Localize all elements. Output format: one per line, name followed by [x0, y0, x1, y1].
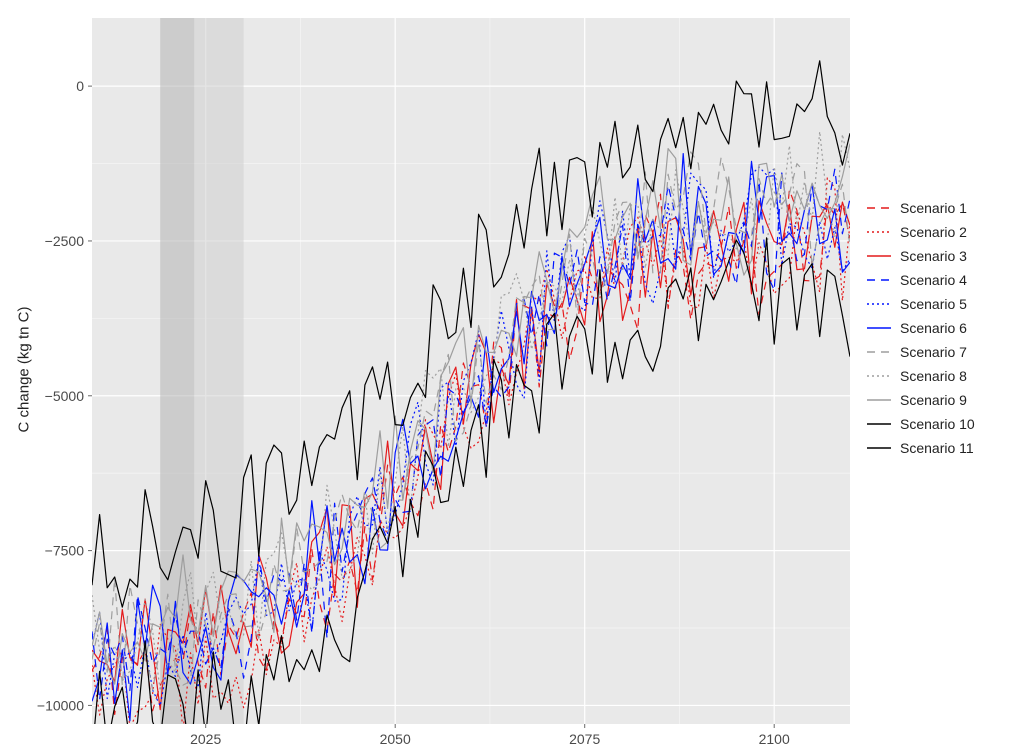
legend-label: Scenario 7: [900, 344, 967, 360]
legend-item: Scenario 6: [866, 320, 975, 336]
legend-item: Scenario 3: [866, 248, 975, 264]
legend-swatch: [866, 201, 892, 215]
y-tick-label: ​−2500: [45, 233, 85, 249]
legend-label: Scenario 5: [900, 296, 967, 312]
x-tick-label: 2100: [759, 731, 790, 747]
y-axis-label-text: C change (kg tn C): [16, 307, 33, 433]
legend-item: Scenario 1: [866, 200, 975, 216]
y-tick-label: ​−7500: [45, 543, 85, 559]
legend-item: Scenario 11: [866, 440, 975, 456]
legend-label: Scenario 1: [900, 200, 967, 216]
legend-label: Scenario 9: [900, 392, 967, 408]
chart-container: ​−10000 ​−7500 ​−5000 ​−2500 0 2025 2050 2075 21…: [0, 0, 1024, 748]
x-tick-label: 2075: [569, 731, 600, 747]
legend: Scenario 1 Scenario 2 Scenario 3 Scenario 4…: [866, 200, 975, 456]
legend-swatch: [866, 417, 892, 431]
legend-label: Scenario 6: [900, 320, 967, 336]
legend-swatch: [866, 369, 892, 383]
legend-label: Scenario 4: [900, 272, 967, 288]
legend-swatch: [866, 273, 892, 287]
legend-label: Scenario 11: [900, 440, 974, 456]
legend-item: Scenario 9: [866, 392, 975, 408]
y-tick-label: ​−5000: [45, 388, 85, 404]
legend-item: Scenario 8: [866, 368, 975, 384]
legend-item: Scenario 2: [866, 224, 975, 240]
legend-swatch: [866, 441, 892, 455]
legend-label: Scenario 8: [900, 368, 967, 384]
legend-label: Scenario 3: [900, 248, 967, 264]
legend-item: Scenario 10: [866, 416, 975, 432]
legend-label: Scenario 10: [900, 416, 975, 432]
x-tick-label: 2050: [380, 731, 411, 747]
legend-label: Scenario 2: [900, 224, 967, 240]
legend-swatch: [866, 249, 892, 263]
legend-swatch: [866, 225, 892, 239]
legend-item: Scenario 5: [866, 296, 975, 312]
x-tick-label: 2025: [190, 731, 221, 747]
legend-swatch: [866, 321, 892, 335]
legend-swatch: [866, 345, 892, 359]
legend-item: Scenario 7: [866, 344, 975, 360]
y-tick-label: 0: [76, 78, 84, 94]
y-axis-label: C change (kg tn C): [16, 307, 33, 433]
y-tick-label: ​−10000: [37, 697, 84, 713]
legend-swatch: [866, 393, 892, 407]
legend-swatch: [866, 297, 892, 311]
legend-item: Scenario 4: [866, 272, 975, 288]
